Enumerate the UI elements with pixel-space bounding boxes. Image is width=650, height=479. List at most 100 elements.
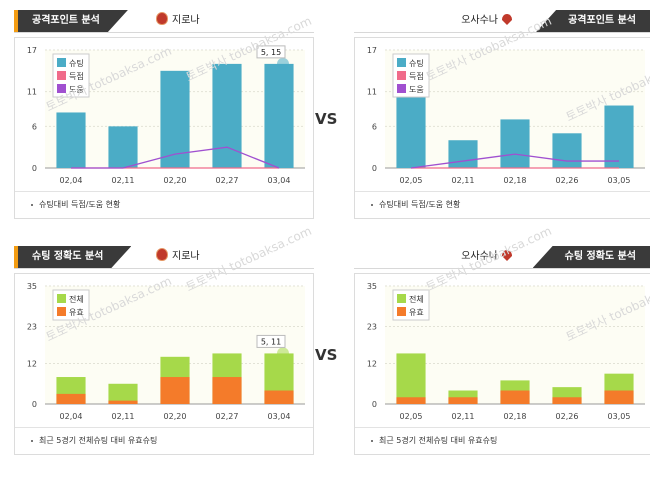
bar-primary — [500, 119, 530, 168]
annotation-label: 5, 11 — [261, 337, 281, 346]
y-tick-label: 12 — [367, 360, 377, 369]
legend-label: 유효 — [69, 308, 84, 317]
bar-secondary — [264, 390, 294, 404]
chart-caption: 슈팅대비 득점/도움 현황 — [355, 191, 650, 218]
bar-primary — [160, 70, 190, 168]
line-series — [410, 153, 619, 169]
bar-secondary — [552, 397, 582, 404]
bar-primary — [264, 63, 294, 168]
bar-primary — [212, 63, 242, 168]
x-tick-label: 02,05 — [400, 176, 423, 185]
x-tick-label: 02,05 — [400, 412, 423, 421]
annotation-box — [256, 45, 286, 59]
y-tick-label: 11 — [27, 88, 37, 97]
x-tick-label: 02,04 — [60, 176, 83, 185]
x-tick-label: 02,11 — [112, 176, 135, 185]
chart-box: 0 6 11 17 02,05 02,11 02,18 02,26 03,05 슈팅 득점 도움 슈팅… — [354, 37, 650, 219]
x-tick-label: 02,26 — [556, 412, 579, 421]
highlight-point — [277, 57, 289, 70]
bar-primary — [396, 91, 426, 168]
legend-label: 슈팅 — [69, 58, 84, 68]
vs-label: VS — [315, 346, 338, 364]
bar-secondary — [604, 390, 634, 404]
annotation-box — [256, 334, 286, 348]
panel-tab-title: 슈팅 정확도 분석 — [532, 246, 650, 268]
bar-secondary — [56, 393, 86, 404]
legend-label: 득점 — [69, 71, 84, 81]
panel-tab-title: 슈팅 정확도 분석 — [14, 246, 131, 268]
x-tick-label: 02,04 — [60, 412, 83, 421]
osasuna-emblem-icon — [502, 14, 512, 25]
legend-swatch — [57, 84, 66, 93]
y-tick-label: 35 — [367, 282, 377, 291]
x-tick-label: 02,11 — [112, 412, 135, 421]
panel-header: 공격포인트 분석 오사수나 — [354, 10, 650, 33]
accuracy-analysis-panel-girona: 슈팅 정확도 분석 지로나 0 12 23 35 02,04 02,11 02,20 02,2… — [14, 246, 314, 455]
legend-label: 득점 — [409, 71, 424, 81]
y-tick-label: 6 — [32, 122, 37, 131]
legend-swatch — [397, 58, 406, 67]
panel-tab-title: 공격포인트 분석 — [536, 10, 650, 32]
line-series — [71, 146, 280, 169]
x-tick-label: 03,05 — [608, 176, 631, 185]
y-tick-label: 17 — [367, 46, 377, 55]
x-tick-label: 02,18 — [504, 176, 527, 185]
attack-analysis-panel-osasuna: 공격포인트 분석 오사수나 0 6 11 17 02,05 02,11 02,18 02,26… — [354, 10, 650, 219]
highlight-point — [277, 347, 289, 360]
team-name-label: 오사수나 — [461, 251, 498, 262]
x-tick-label: 03,05 — [608, 412, 631, 421]
legend-swatch — [397, 294, 406, 303]
bar-primary — [108, 126, 138, 168]
y-tick-label: 6 — [372, 122, 377, 131]
y-tick-label: 0 — [32, 164, 37, 173]
bar-secondary — [448, 397, 478, 404]
legend-label: 슈팅 — [409, 58, 424, 68]
chart-caption-text: 슈팅대비 득점/도움 현황 — [379, 200, 461, 209]
bar-secondary — [108, 400, 138, 404]
chart-caption-text: 슈팅대비 득점/도움 현황 — [39, 200, 121, 209]
bar-primary — [448, 140, 478, 168]
team-name: 오사수나 — [461, 10, 516, 32]
legend-label: 유효 — [409, 308, 424, 317]
y-tick-label: 0 — [372, 400, 377, 409]
bar-primary — [108, 383, 138, 404]
osasuna-emblem-icon — [502, 250, 512, 261]
team-name: 지로나 — [152, 246, 200, 268]
girona-emblem-icon — [156, 12, 168, 25]
girona-emblem-icon — [156, 248, 168, 261]
attack-chart: 0 6 11 17 02,04 02,11 02,20 02,27 03,04 5, 15 슈팅득점… — [27, 45, 305, 185]
y-tick-label: 0 — [32, 400, 37, 409]
team-name: 지로나 — [152, 10, 200, 32]
bar-secondary — [500, 390, 530, 404]
chart-caption: 최근 5경기 전체슈팅 대비 유효슈팅 — [15, 427, 313, 454]
chart-box: 0 12 23 35 02,05 02,11 02,18 02,26 03,05 전체 유효 최근 … — [354, 273, 650, 455]
bar-secondary — [160, 377, 190, 404]
legend-swatch — [397, 84, 406, 93]
y-tick-label: 11 — [367, 88, 377, 97]
x-tick-label: 02,27 — [216, 176, 239, 185]
legend-swatch — [397, 307, 406, 316]
bar-primary — [396, 353, 426, 404]
x-tick-label: 02,26 — [556, 176, 579, 185]
legend-label: 전체 — [409, 294, 424, 304]
legend-label: 도움 — [69, 85, 84, 94]
bar-secondary — [396, 397, 426, 404]
y-tick-label: 17 — [27, 46, 37, 55]
x-tick-label: 03,04 — [268, 176, 291, 185]
x-tick-label: 02,11 — [452, 176, 475, 185]
team-name: 오사수나 — [461, 246, 516, 268]
annotation-label: 5, 15 — [261, 48, 281, 57]
attack-analysis-panel-girona: 공격포인트 분석 지로나 0 6 11 17 02,04 02,11 02,20 02,27 0… — [14, 10, 314, 219]
team-name-label: 오사수나 — [461, 15, 498, 26]
y-tick-label: 35 — [27, 282, 37, 291]
vs-label: VS — [315, 110, 338, 128]
panel-tab-title: 공격포인트 분석 — [14, 10, 128, 32]
chart-caption-text: 최근 5경기 전체슈팅 대비 유효슈팅 — [379, 436, 498, 445]
y-tick-label: 12 — [27, 360, 37, 369]
panel-header: 공격포인트 분석 지로나 — [14, 10, 314, 33]
x-tick-label: 02,20 — [164, 412, 187, 421]
accuracy-chart: 0 12 23 35 02,04 02,11 02,20 02,27 03,04 5, 11 전체유… — [27, 282, 305, 421]
y-tick-label: 23 — [367, 322, 377, 331]
chart-box: 0 6 11 17 02,04 02,11 02,20 02,27 03,04 5, 15 슈팅 득점… — [14, 37, 314, 219]
x-tick-label: 03,04 — [268, 412, 291, 421]
